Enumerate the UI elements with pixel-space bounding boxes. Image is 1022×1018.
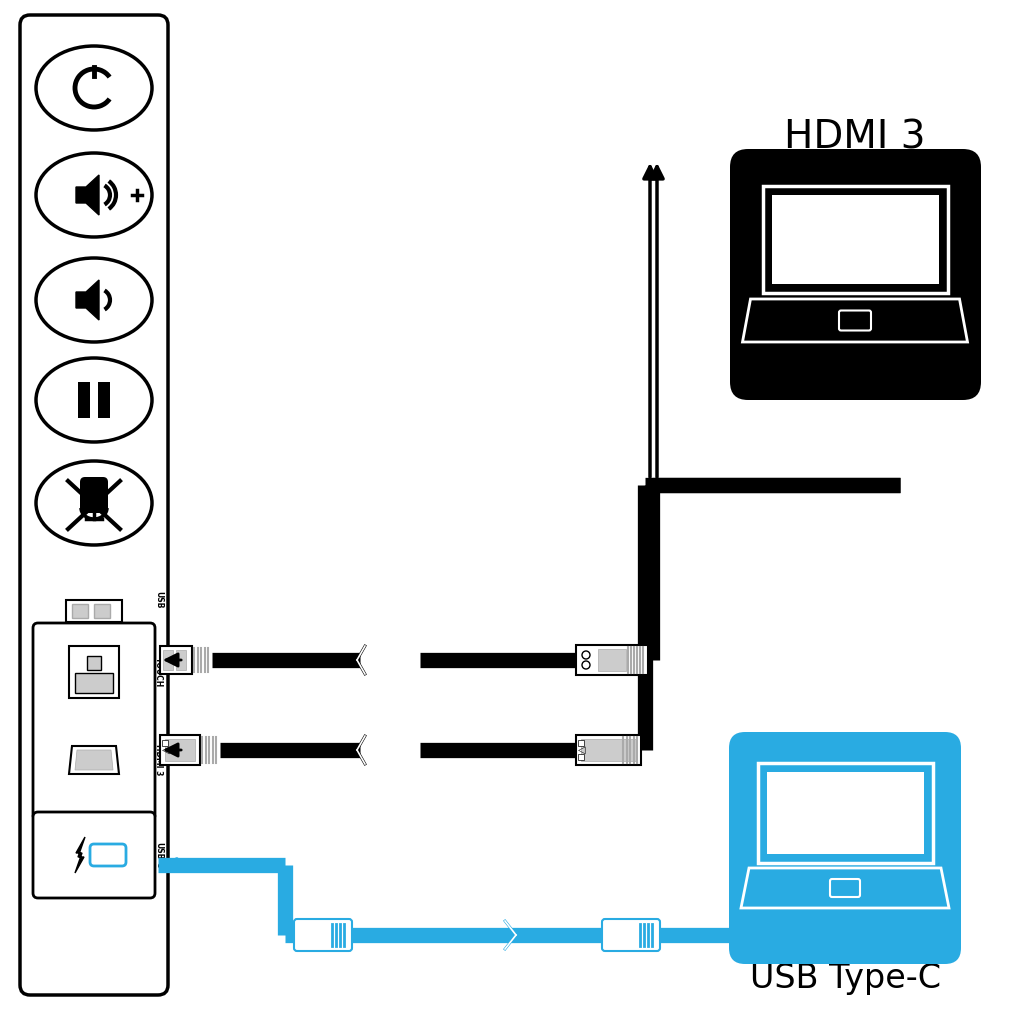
Bar <box>578 740 584 746</box>
Bar <box>757 764 932 863</box>
Bar <box>598 649 626 671</box>
FancyBboxPatch shape <box>839 310 871 331</box>
Bar <box>87 656 101 670</box>
FancyBboxPatch shape <box>165 739 195 761</box>
FancyBboxPatch shape <box>90 844 126 866</box>
FancyBboxPatch shape <box>576 645 648 675</box>
Bar <box>72 604 88 618</box>
FancyBboxPatch shape <box>160 646 192 674</box>
FancyBboxPatch shape <box>830 879 860 897</box>
Bar <box>69 646 119 698</box>
Polygon shape <box>69 746 119 774</box>
Polygon shape <box>75 750 113 770</box>
Ellipse shape <box>36 258 152 342</box>
Text: ◁: ◁ <box>578 745 586 755</box>
Bar <box>176 651 186 670</box>
Bar <box>162 651 173 670</box>
Circle shape <box>582 651 590 659</box>
Text: USB-C: USB-C <box>154 842 162 868</box>
FancyBboxPatch shape <box>580 739 636 761</box>
FancyBboxPatch shape <box>20 15 168 995</box>
Polygon shape <box>76 280 99 320</box>
Polygon shape <box>76 175 99 215</box>
Polygon shape <box>75 837 85 873</box>
FancyBboxPatch shape <box>294 919 352 951</box>
Text: USB: USB <box>154 591 162 609</box>
Bar <box>578 754 584 760</box>
FancyBboxPatch shape <box>33 812 155 898</box>
Text: HDMI 3: HDMI 3 <box>154 744 162 776</box>
Bar <box>762 186 947 293</box>
Polygon shape <box>743 299 968 342</box>
FancyBboxPatch shape <box>160 735 200 765</box>
Bar <box>66 600 122 622</box>
Polygon shape <box>741 868 949 908</box>
FancyBboxPatch shape <box>602 919 660 951</box>
Ellipse shape <box>36 358 152 442</box>
FancyBboxPatch shape <box>80 477 108 513</box>
Text: USB Type-C: USB Type-C <box>749 962 940 995</box>
Bar <box>766 772 924 854</box>
Ellipse shape <box>36 153 152 237</box>
FancyBboxPatch shape <box>730 149 981 400</box>
Bar <box>94 604 110 618</box>
Bar <box>78 382 90 418</box>
FancyBboxPatch shape <box>576 735 641 765</box>
FancyBboxPatch shape <box>33 623 155 821</box>
FancyBboxPatch shape <box>729 732 961 964</box>
Ellipse shape <box>36 461 152 545</box>
Text: ◁: ◁ <box>162 745 170 755</box>
Bar <box>98 382 110 418</box>
Text: TOUCH: TOUCH <box>154 657 162 687</box>
Ellipse shape <box>36 46 152 130</box>
Circle shape <box>582 661 590 669</box>
Text: HDMI 3: HDMI 3 <box>784 118 926 156</box>
Bar <box>75 673 113 693</box>
Bar <box>162 740 168 746</box>
Bar <box>772 195 938 284</box>
